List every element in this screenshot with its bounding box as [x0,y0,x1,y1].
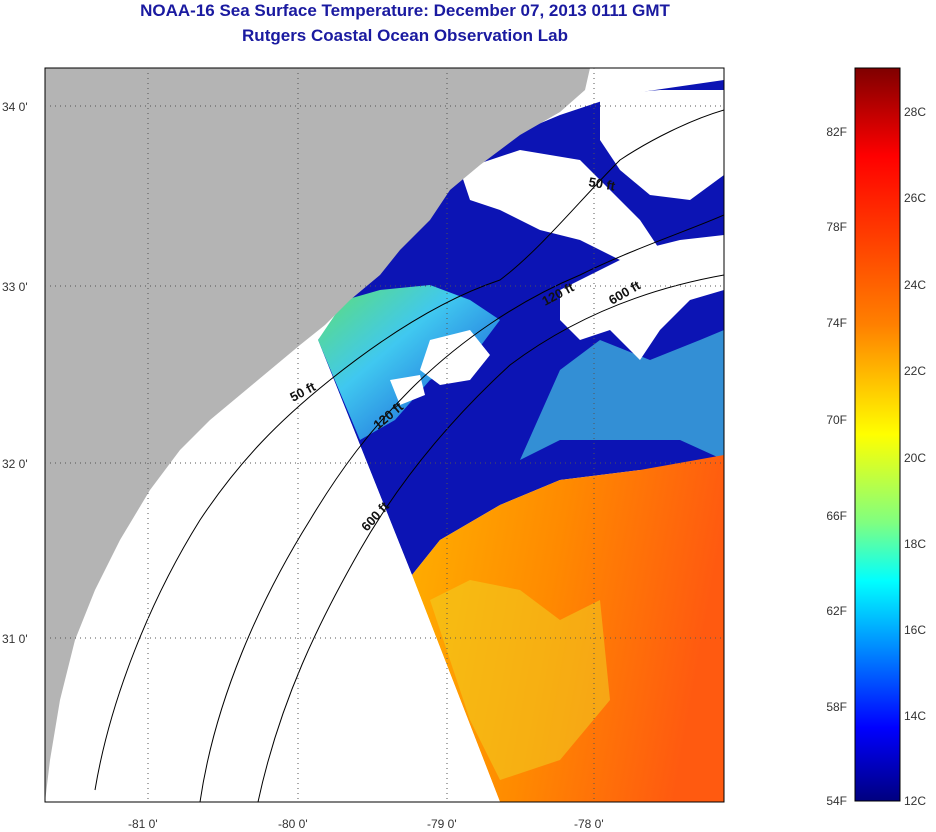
fahrenheit-tick-label: 78F [826,220,847,234]
lon-label: -80 0' [278,817,308,831]
sst-swath-yellow [430,580,610,780]
fahrenheit-tick-label: 58F [826,700,847,714]
map-subtitle: Rutgers Coastal Ocean Observation Lab [242,26,568,45]
lon-label: -81 0' [128,817,158,831]
cloud-patch [420,330,490,385]
celsius-tick-label: 28C [904,105,926,119]
cloud-patch [600,90,724,200]
contour-120ft [199,214,724,802]
sst-swath-nearshore [318,285,500,440]
celsius-tick-label: 16C [904,623,926,637]
celsius-tick-label: 24C [904,278,926,292]
celsius-tick-label: 14C [904,709,926,723]
fahrenheit-tick-label: 54F [826,794,847,808]
lat-label: 34 0' [2,100,28,114]
celsius-tick-label: 18C [904,537,926,551]
cloud-patch [460,150,660,260]
land-mass [45,68,590,802]
fahrenheit-tick-label: 66F [826,509,847,523]
graticule [45,68,724,802]
fahrenheit-tick-label: 82F [826,125,847,139]
swath-edge-mask [260,340,500,802]
map-frame [44,67,725,803]
cloud-patch [390,375,425,405]
celsius-scale: 28C 26C 24C 22C 20C 18C 16C 14C 12C [904,105,926,808]
celsius-tick-label: 20C [904,451,926,465]
colorbar [854,67,901,802]
contour-600ft [257,274,724,802]
lon-label: -78 0' [574,817,604,831]
map-title: NOAA-16 Sea Surface Temperature: Decembe… [140,1,670,20]
contour-50ft [94,109,724,791]
fahrenheit-tick-label: 74F [826,316,847,330]
lon-label: -79 0' [427,817,457,831]
lat-label: 31 0' [2,632,28,646]
lat-label: 33 0' [2,280,28,294]
celsius-tick-label: 26C [904,191,926,205]
celsius-tick-label: 12C [904,794,926,808]
cloud-patch [560,235,724,360]
fahrenheit-scale: 82F 78F 74F 70F 66F 62F 58F 54F [826,125,847,808]
lat-label: 32 0' [2,457,28,471]
fahrenheit-tick-label: 70F [826,413,847,427]
celsius-tick-label: 22C [904,364,926,378]
sst-swath-midshelf [520,330,724,460]
fahrenheit-tick-label: 62F [826,604,847,618]
contour-label: 50 ft [587,174,617,194]
